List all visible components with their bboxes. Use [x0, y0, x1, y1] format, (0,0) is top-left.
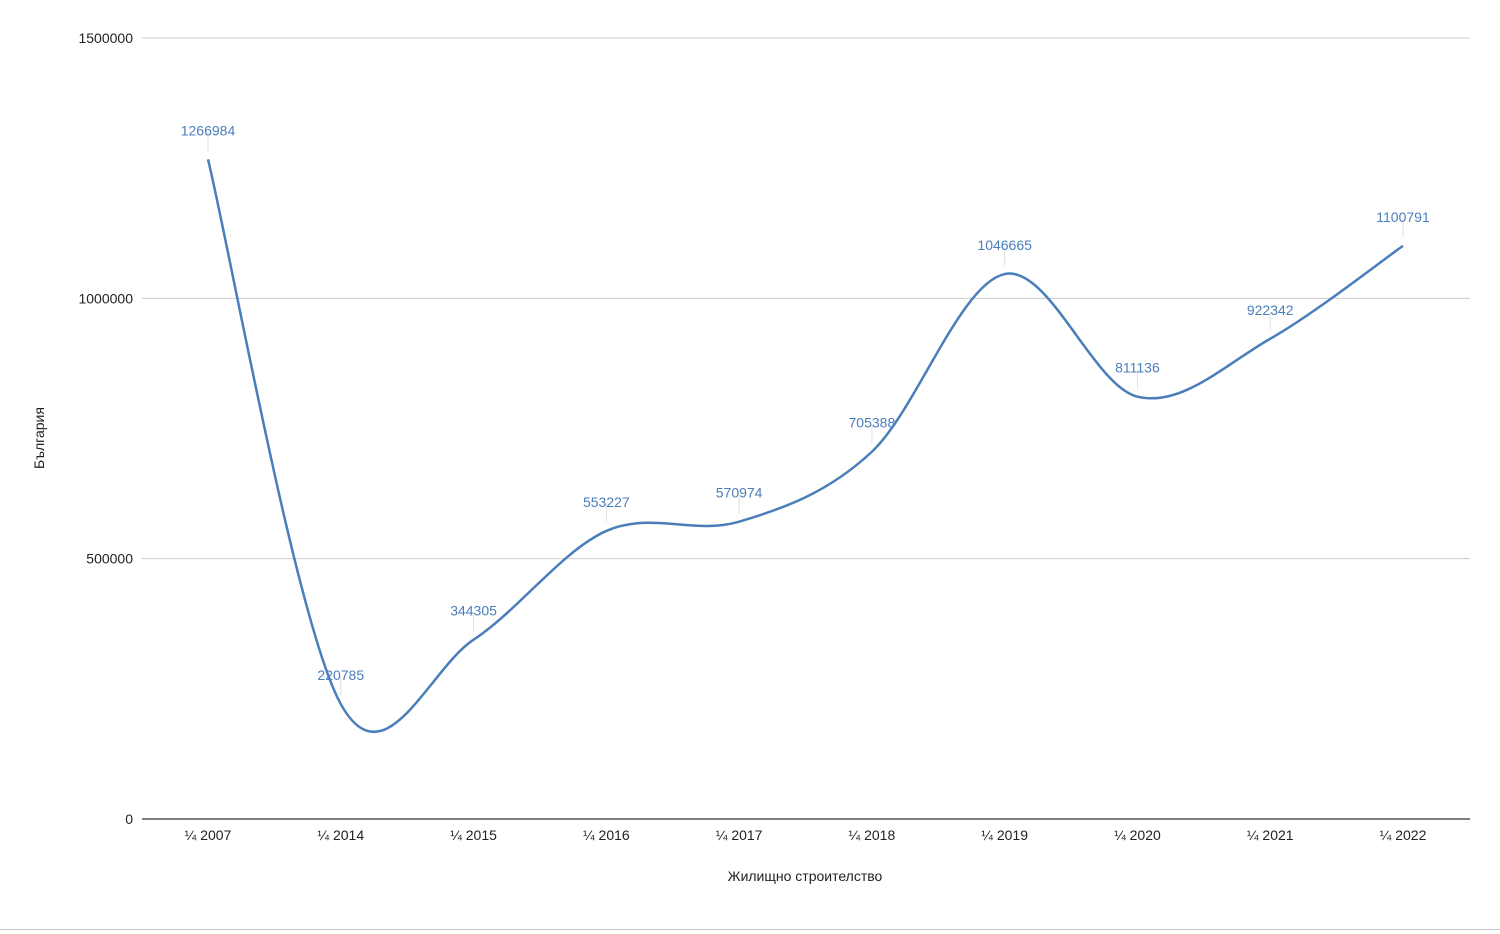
data-point: [1135, 395, 1139, 399]
x-tick-label: ¼ 2014: [317, 827, 364, 843]
x-tick-label: ¼ 2019: [981, 827, 1028, 843]
y-tick-label: 1000000: [78, 290, 133, 306]
x-tick-label: ¼ 2022: [1380, 827, 1427, 843]
data-label: 811136: [1115, 360, 1160, 376]
data-label: 922342: [1247, 302, 1294, 318]
data-point: [472, 638, 476, 642]
data-labels: 1266984 220785 344305 553227 570974 705388 104…: [181, 122, 1430, 706]
y-axis-ticks: 0 500000 1000000 1500000: [78, 30, 133, 827]
x-tick-label: ¼ 2015: [450, 827, 497, 843]
x-axis-ticks: ¼ 2007 ¼ 2014 ¼ 2015 ¼ 2016 ¼ 2017 ¼ 2018 ¼ 20…: [185, 827, 1427, 843]
y-tick-label: 500000: [86, 551, 133, 567]
x-tick-label: ¼ 2021: [1247, 827, 1294, 843]
data-label: 1100791: [1376, 209, 1430, 225]
data-label: 344305: [450, 603, 497, 619]
data-point: [206, 157, 210, 161]
data-point: [1401, 244, 1405, 248]
data-label: 705388: [849, 415, 896, 431]
bottom-divider: [0, 929, 1500, 930]
y-tick-label: 1500000: [78, 30, 133, 46]
data-point: [1003, 272, 1007, 276]
data-point: [737, 520, 741, 524]
data-point: [604, 529, 608, 533]
x-axis-title: Жилищно строителство: [728, 868, 883, 884]
data-point: [339, 702, 343, 706]
data-label: 1266984: [181, 122, 236, 138]
data-label: 220785: [317, 667, 364, 683]
gridlines: [142, 37, 1470, 560]
data-label: 553227: [583, 494, 630, 510]
x-tick-label: ¼ 2018: [849, 827, 896, 843]
x-tick-label: ¼ 2016: [583, 827, 630, 843]
series-line: [206, 159, 1404, 733]
y-axis-title: България: [31, 407, 47, 469]
x-tick-label: ¼ 2020: [1114, 827, 1161, 843]
data-label: 570974: [716, 485, 763, 501]
data-point: [870, 450, 874, 454]
y-tick-label: 0: [125, 811, 133, 827]
data-point: [1268, 337, 1272, 341]
data-label: 1046665: [977, 237, 1032, 253]
x-tick-label: ¼ 2017: [716, 827, 763, 843]
x-tick-label: ¼ 2007: [185, 827, 232, 843]
